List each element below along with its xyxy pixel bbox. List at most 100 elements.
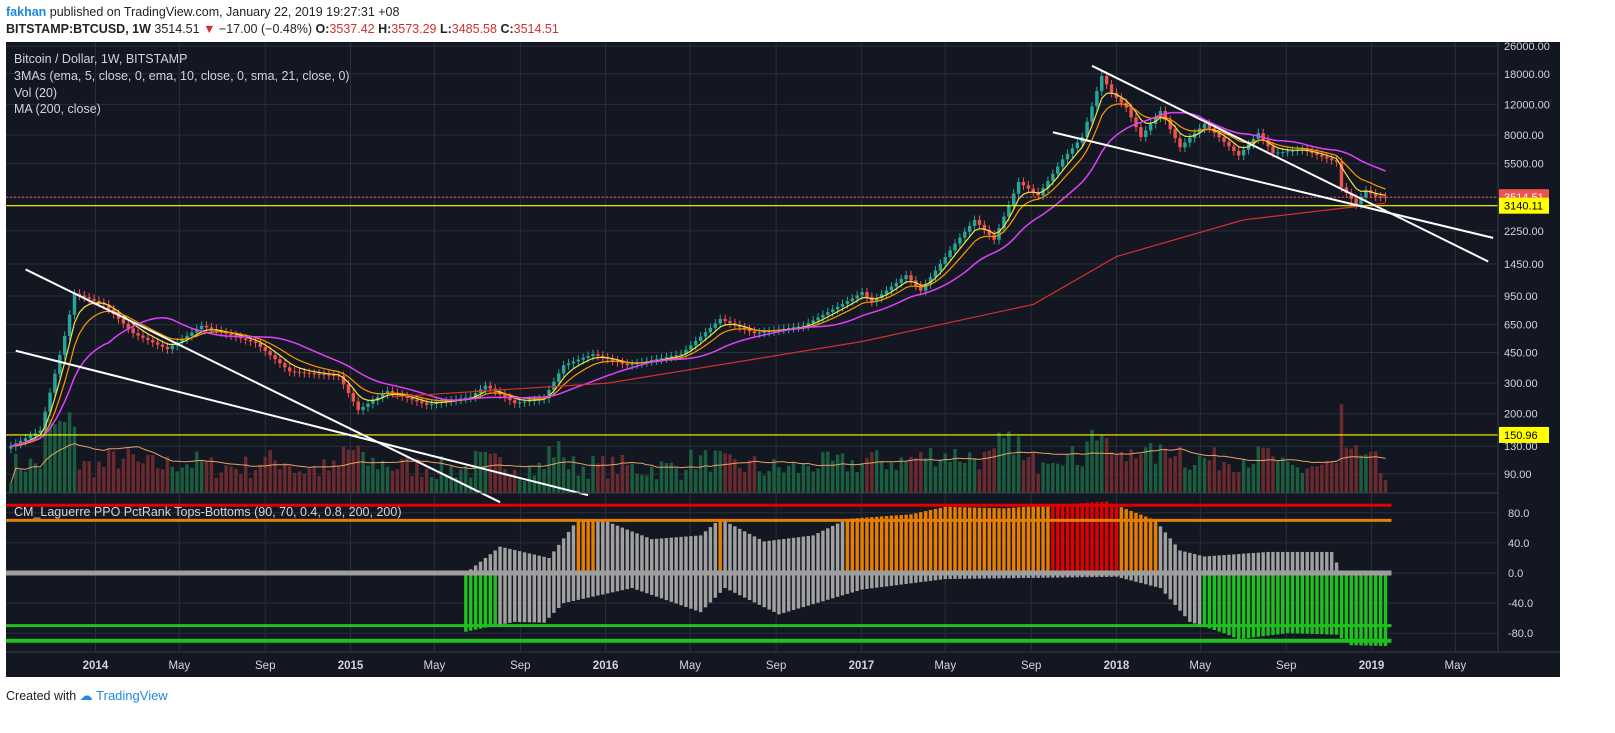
ppo-top-bar-117 [581, 519, 585, 573]
ppo-bottom-bar-281 [1383, 573, 1388, 646]
candle-body-195 [963, 231, 967, 238]
ppo-top-bar-229 [1129, 510, 1133, 573]
volume-bar-134 [664, 463, 669, 493]
candle-body-187 [923, 283, 928, 291]
ppo-top-bar-101 [503, 547, 507, 573]
ppo-bottom-bar-160 [791, 573, 796, 610]
candle-body-58 [292, 371, 297, 373]
candle-body-78 [390, 391, 395, 393]
ppo-top-bar-177 [875, 516, 879, 573]
legend: Bitcoin / Dollar, 1W, BITSTAMP 3MAs (ema… [14, 52, 401, 519]
ppo-top-bar-245 [1207, 556, 1212, 573]
ppo-bottom-bar-106 [527, 573, 532, 623]
ppo-top-bar-145 [718, 518, 722, 573]
ppo-bottom-bar-273 [1344, 573, 1349, 642]
volume-bar-55 [278, 469, 282, 493]
sma21-line [10, 111, 1386, 447]
ppo-top-bar-200 [987, 507, 991, 573]
volume-bar-161 [796, 472, 801, 493]
time-axis[interactable]: 2014 May Sep 2015 May Sep 2016 May Sep 2017 May Sep… [83, 660, 1467, 672]
candle-body-153 [757, 332, 762, 334]
ppo-bottom-bar-239 [1178, 573, 1182, 611]
ppo-bottom-bar-200 [987, 573, 991, 579]
ppo-bottom-bar-198 [977, 573, 982, 579]
ppo-bottom-bar-275 [1354, 573, 1358, 646]
volume-bar-36 [185, 464, 189, 493]
volume-bar-140 [694, 469, 698, 493]
ppo-bottom-bar-255 [1256, 573, 1261, 637]
author-link[interactable]: fakhan [6, 5, 47, 19]
volume-bar-150 [742, 471, 747, 493]
time-tick-10: May [934, 660, 956, 672]
ppo-bottom-bar-148 [733, 573, 737, 593]
candle-body-240 [1183, 142, 1187, 148]
volume-bar-153 [757, 471, 762, 493]
ppo-bottom-bar-258 [1271, 573, 1275, 635]
candle-body-236 [1163, 110, 1168, 121]
price-axis[interactable]: 90.00 130.00 200.00 300.00 450.00 650.00 950.0… [1499, 42, 1550, 640]
time-tick-2: Sep [255, 660, 275, 672]
ppo-bottom-bar-127 [630, 573, 634, 589]
candle-body-9 [53, 373, 57, 393]
volume-bar-240 [1183, 467, 1187, 493]
candle-body-120 [596, 354, 600, 356]
ppo-top-bar-127 [630, 531, 634, 573]
ppo-bottom-bar-245 [1207, 573, 1212, 629]
ppo-bottom-bar-128 [635, 573, 639, 590]
ppo-top-bar-216 [1065, 504, 1070, 573]
candle-body-214 [1056, 166, 1060, 174]
candle-body-217 [1070, 148, 1075, 154]
volume-bar-67 [336, 466, 341, 493]
candle-body-85 [424, 403, 429, 405]
volume-bar-64 [322, 459, 326, 493]
candle-body-97 [483, 385, 488, 390]
ppo-top-bar-152 [752, 536, 757, 573]
ppo-bottom-bar-117 [581, 573, 585, 599]
volume-bar-47 [239, 474, 243, 493]
ppo-top-bar-163 [806, 535, 810, 573]
ppo-bottom-bar-199 [982, 573, 987, 579]
time-tick-4: May [424, 660, 446, 672]
candle-body-179 [884, 290, 889, 295]
ppo-bottom-bar-146 [723, 573, 727, 589]
price-tick-2: 200.00 [1504, 409, 1538, 421]
ppo-top-bar-271 [1334, 562, 1339, 573]
volume-bar-182 [899, 457, 903, 493]
candle-body-205 [1011, 193, 1016, 206]
ppo-bottom-bar-154 [762, 573, 766, 608]
ppo-top-bar-100 [498, 546, 502, 573]
candle-body-44 [224, 332, 228, 334]
candle-body-273 [1344, 187, 1349, 194]
volume-bar-129 [640, 475, 644, 493]
volume-bar-216 [1065, 454, 1070, 493]
volume-bar-145 [718, 451, 722, 493]
volume-bar-59 [297, 471, 302, 493]
ppo-tick-2: 0.0 [1508, 568, 1523, 580]
volume-bar-188 [928, 448, 933, 493]
candle-body-135 [669, 356, 673, 358]
ppo-bottom-bar-131 [650, 573, 654, 595]
volume-bar-60 [302, 473, 307, 493]
ma200-line [392, 202, 1386, 398]
ppo-bottom-bar-232 [1144, 573, 1148, 585]
candle-body-60 [302, 372, 307, 374]
volume-bar-52 [263, 456, 267, 493]
ppo-bottom-bar-179 [884, 573, 889, 587]
candle-body-143 [708, 327, 713, 333]
candle-body-93 [464, 397, 468, 399]
volume-bar-91 [454, 477, 458, 493]
volume-bar-167 [826, 451, 830, 493]
ppo-bottom-bar-197 [972, 573, 977, 579]
volume-bar-280 [1378, 473, 1383, 493]
ppo-bottom-bar-95 [473, 573, 478, 630]
ppo-bottom-bar-98 [488, 573, 493, 627]
ppo-bottom-bar-201 [992, 573, 996, 579]
ppo-bottom-bar-150 [742, 573, 747, 598]
candle-body-128 [635, 363, 639, 365]
tradingview-brand-link[interactable]: TradingView [96, 688, 168, 703]
chart-area[interactable]: 90.00 130.00 200.00 300.00 450.00 650.00 950.0… [6, 42, 1560, 677]
volume-bar-123 [610, 456, 615, 493]
ppo-bottom-bar-182 [899, 573, 903, 585]
time-tick-15: 2019 [1359, 660, 1385, 672]
ppo-top-bar-99 [493, 550, 497, 573]
